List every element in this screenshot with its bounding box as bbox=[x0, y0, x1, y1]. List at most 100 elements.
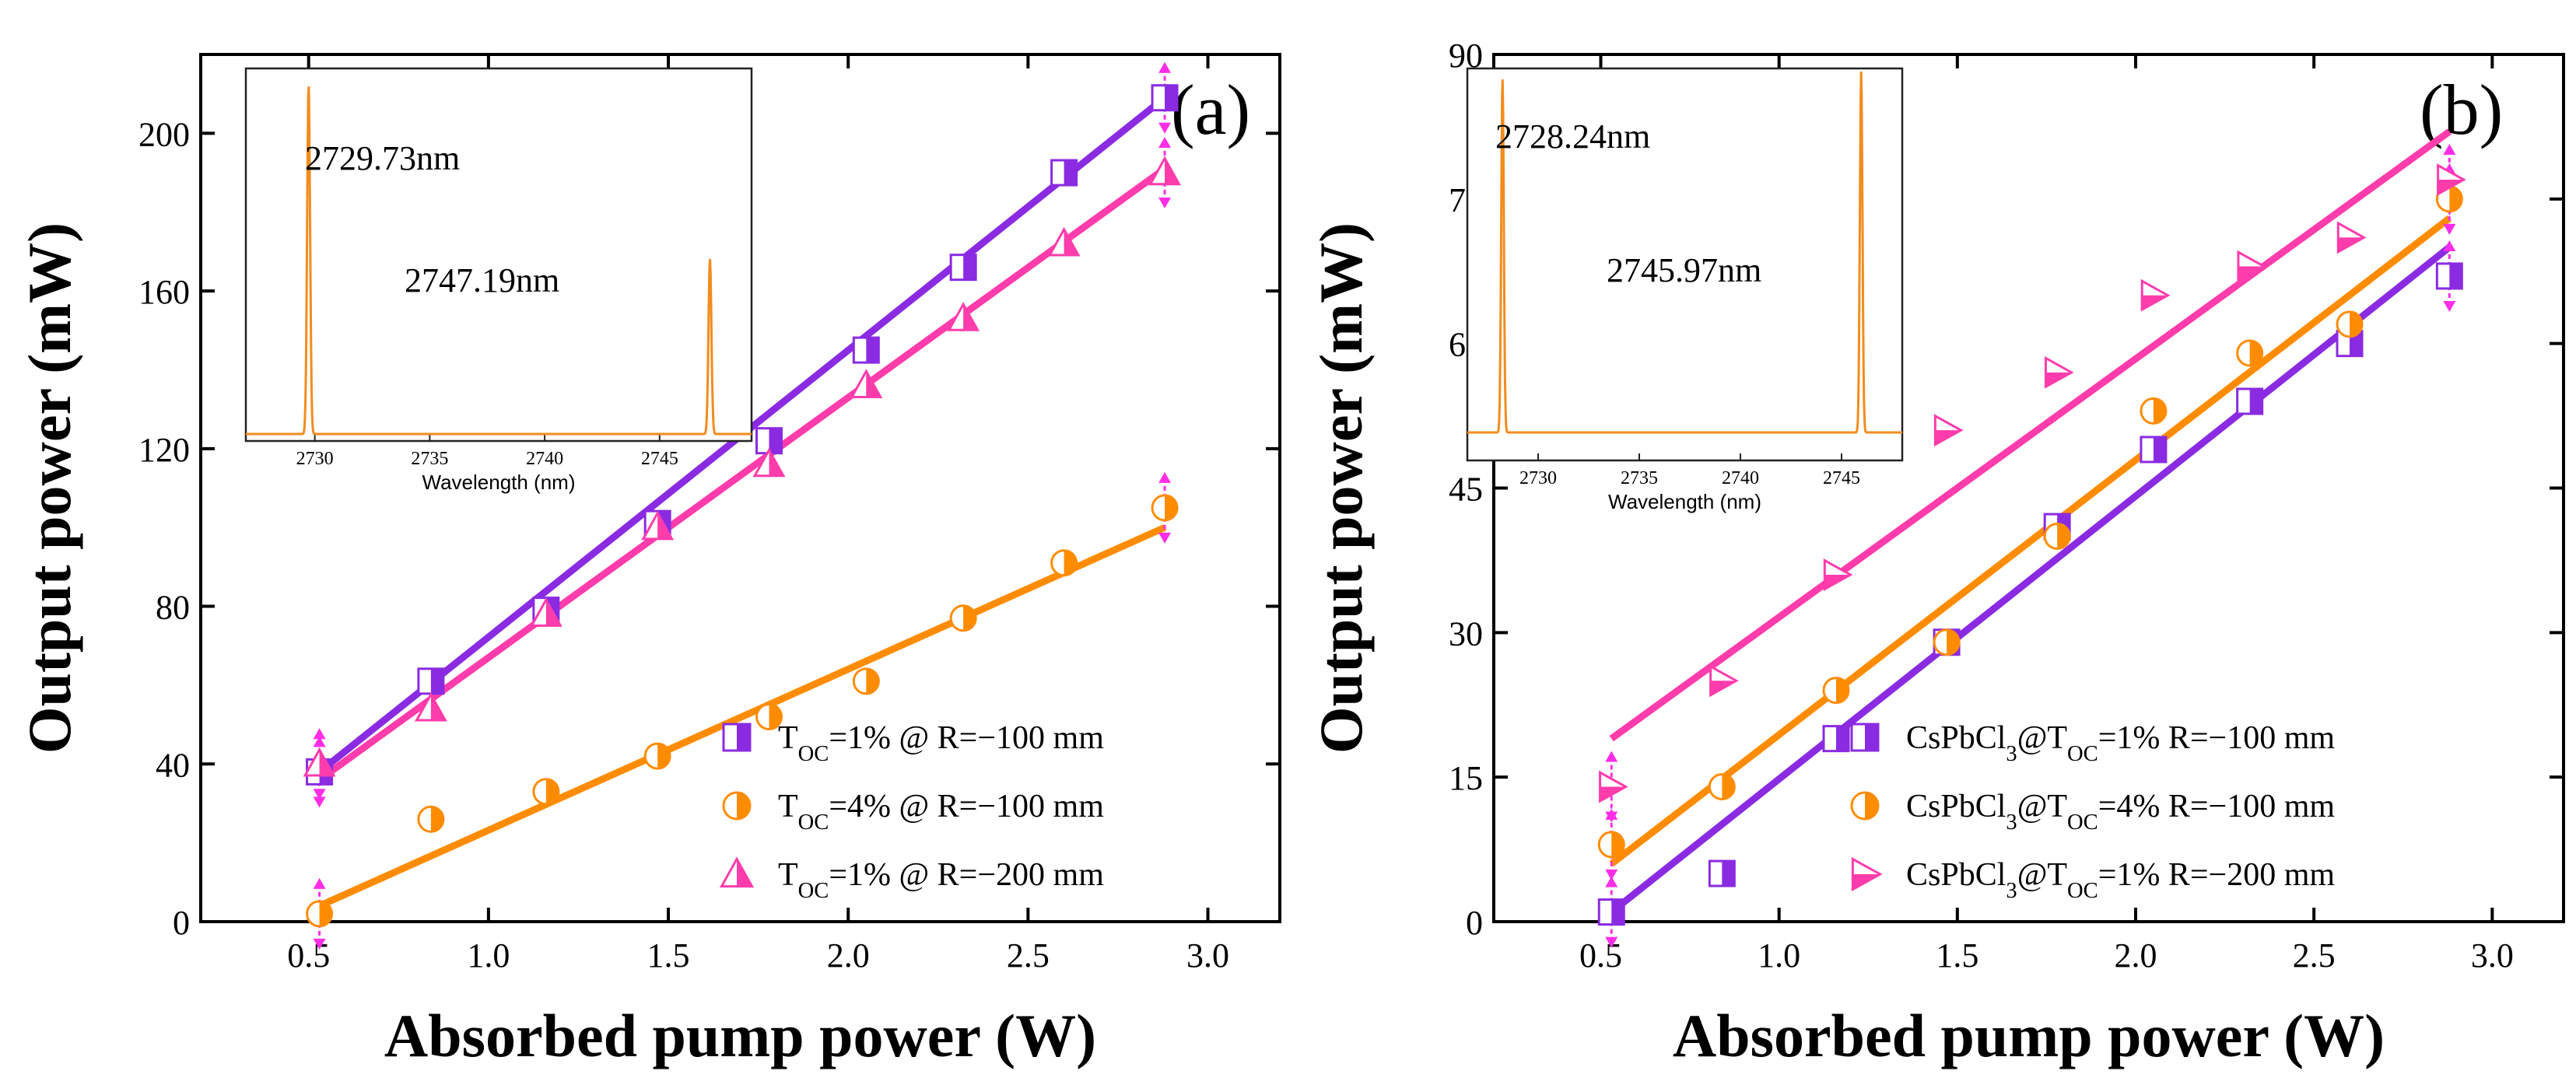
error-arrow-up bbox=[1605, 876, 1618, 887]
fit-line bbox=[1609, 128, 2452, 742]
chart-panel-b: 0.5 1.0 1.5 2.0 2.5 3.00153045607590Absorbed … bbox=[1307, 37, 2565, 1069]
data-point bbox=[1708, 859, 1736, 887]
marker-fill bbox=[430, 668, 443, 694]
legend-label: TOC=4% @ R=−100 mm bbox=[778, 789, 1104, 835]
marker-fill bbox=[737, 793, 750, 819]
peak-wavelength-label: 2747.19nm bbox=[405, 261, 559, 299]
marker-fill bbox=[1165, 495, 1178, 520]
x-tick-label: 2.5 bbox=[1007, 936, 1050, 975]
legend-label: CsPbCl3@TOC=1% R=−100 mm bbox=[1906, 720, 2335, 766]
marker-fill bbox=[1722, 861, 1735, 887]
marker-fill bbox=[1935, 430, 1961, 445]
marker-fill bbox=[1722, 774, 1735, 800]
inset-x-tick-label: 2735 bbox=[1621, 468, 1658, 488]
error-arrow-up bbox=[2443, 240, 2456, 251]
marker-fill bbox=[963, 254, 976, 280]
data-point bbox=[752, 447, 786, 478]
data-point bbox=[417, 805, 445, 833]
marker-fill bbox=[2350, 311, 2362, 337]
fit-line bbox=[1609, 244, 2452, 915]
legend-marker bbox=[722, 791, 752, 821]
marker-fill bbox=[963, 304, 978, 331]
y-tick-label: 40 bbox=[156, 746, 190, 784]
error-arrow-down bbox=[313, 796, 326, 808]
data-point bbox=[850, 369, 883, 398]
x-axis-title: Absorbed pump power (W) bbox=[1673, 1002, 2385, 1069]
marker-fill bbox=[2249, 341, 2262, 366]
data-point bbox=[1933, 628, 1961, 656]
x-tick-label: 1.0 bbox=[1758, 936, 1800, 975]
marker-fill bbox=[2249, 389, 2262, 414]
error-arrow-down bbox=[1605, 869, 1618, 880]
x-tick-label: 2.5 bbox=[2293, 936, 2336, 975]
data-point bbox=[1822, 725, 1850, 753]
data-point bbox=[1597, 831, 1625, 859]
data-point bbox=[1933, 414, 1964, 447]
y-tick-label: 80 bbox=[156, 589, 190, 627]
data-point bbox=[1047, 226, 1081, 257]
fit-line bbox=[1609, 215, 2452, 867]
inset-x-axis-title: Wavelength (nm) bbox=[1608, 490, 1761, 513]
y-tick-label: 120 bbox=[138, 431, 190, 469]
legend-label: CsPbCl3@TOC=1% R=−200 mm bbox=[1906, 857, 2335, 903]
data-point bbox=[2435, 185, 2463, 213]
error-arrow-down bbox=[1158, 198, 1172, 209]
inset-x-tick-label: 2745 bbox=[641, 449, 678, 469]
marker-fill bbox=[1611, 899, 1624, 925]
spectrum-line bbox=[246, 86, 752, 436]
marker-fill bbox=[963, 605, 976, 631]
marker-fill bbox=[2449, 263, 2462, 289]
inset-x-tick-label: 2735 bbox=[411, 449, 448, 469]
data-point bbox=[303, 747, 336, 777]
error-arrow-down bbox=[313, 789, 326, 800]
inset-x-tick-label: 2730 bbox=[1519, 468, 1557, 488]
data-point bbox=[1151, 494, 1179, 522]
marker-fill bbox=[657, 744, 671, 769]
marker-fill bbox=[2153, 398, 2166, 424]
x-tick-label: 0.5 bbox=[1579, 936, 1622, 975]
marker-fill bbox=[1836, 726, 1849, 751]
inset-x-tick-label: 2745 bbox=[1823, 468, 1860, 488]
error-arrow-up bbox=[1605, 751, 1618, 762]
legend-marker bbox=[1850, 723, 1880, 752]
marker-fill bbox=[2057, 523, 2070, 549]
x-tick-label: 1.0 bbox=[467, 936, 510, 975]
marker-fill bbox=[1064, 229, 1078, 255]
marker-fill bbox=[545, 600, 561, 626]
legend-marker bbox=[719, 856, 755, 888]
data-point bbox=[2336, 310, 2364, 338]
data-point bbox=[2044, 355, 2074, 389]
data-point bbox=[755, 702, 783, 730]
error-arrow-down bbox=[1158, 532, 1172, 544]
error-arrow-up bbox=[1158, 137, 1172, 149]
data-point bbox=[2043, 522, 2071, 550]
legend-marker bbox=[1850, 791, 1880, 821]
x-tick-label: 1.5 bbox=[647, 936, 690, 975]
data-point bbox=[2140, 397, 2168, 425]
data-point bbox=[1050, 159, 1078, 187]
plot-frame bbox=[199, 53, 1281, 923]
marker-fill bbox=[2438, 180, 2464, 194]
error-arrow-up bbox=[1158, 61, 1172, 73]
y-tick-label: 30 bbox=[1449, 614, 1483, 653]
y-axis-title: Output power (mW) bbox=[16, 222, 83, 754]
marker-fill bbox=[1865, 793, 1878, 819]
error-arrow-up bbox=[313, 728, 326, 740]
peak-wavelength-label: 2728.24nm bbox=[1495, 117, 1650, 156]
legend-marker bbox=[722, 723, 752, 752]
fit-line bbox=[317, 166, 1167, 783]
data-point bbox=[947, 302, 980, 331]
marker-fill bbox=[545, 779, 559, 804]
error-arrow-down bbox=[2443, 300, 2456, 312]
inset-x-axis-title: Wavelength (nm) bbox=[422, 471, 576, 494]
marker-fill bbox=[430, 807, 443, 832]
inset-spectrum: 2730 2735 2740 2745 Wavelength (nm) 2729.73nm… bbox=[244, 67, 753, 494]
x-tick-label: 2.0 bbox=[2115, 936, 2157, 975]
marker-fill bbox=[1064, 160, 1077, 186]
data-point bbox=[414, 691, 447, 722]
marker-fill bbox=[1710, 681, 1737, 695]
peak-wavelength-label: 2745.97nm bbox=[1607, 251, 1761, 289]
panel-label: (b) bbox=[2420, 70, 2503, 149]
x-tick-label: 3.0 bbox=[2471, 936, 2514, 975]
marker-fill bbox=[737, 859, 752, 887]
